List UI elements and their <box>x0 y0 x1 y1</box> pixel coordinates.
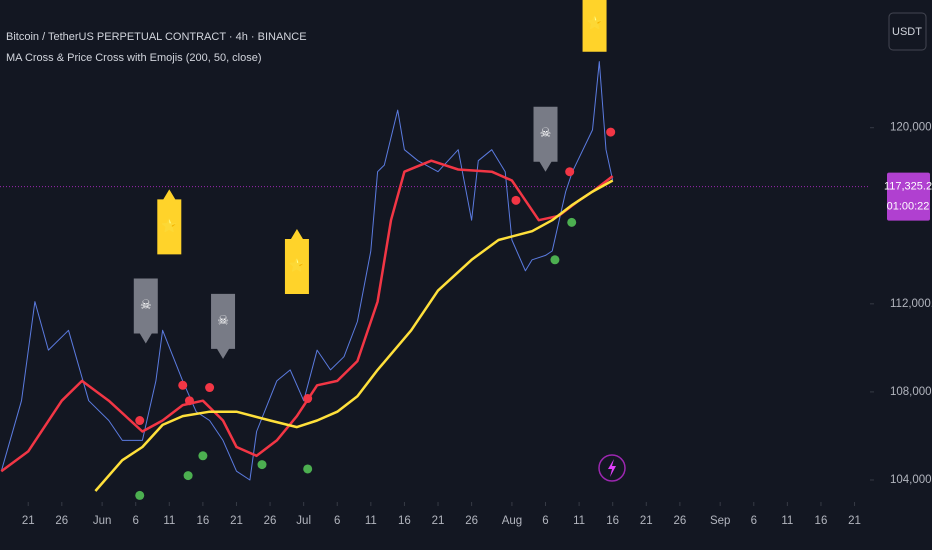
signal-dot <box>257 460 267 470</box>
x-tick-label: 6 <box>542 515 548 527</box>
x-tick-label: 6 <box>133 515 139 527</box>
replay-icon[interactable] <box>598 454 626 482</box>
y-tick-label: 112,000.0 <box>890 298 932 310</box>
signal-flag: ⭐ <box>284 228 309 294</box>
x-tick-label: 26 <box>264 515 277 527</box>
y-tick-label: 108,000.0 <box>890 386 932 398</box>
series-line <box>94 179 614 492</box>
signal-dot <box>550 255 560 265</box>
flag-label: ⭐ <box>289 257 305 272</box>
signal-dot <box>135 416 145 426</box>
x-tick-label: 26 <box>55 515 68 527</box>
signal-dot <box>183 471 193 481</box>
x-tick-label: 11 <box>365 515 377 527</box>
signal-dot <box>567 217 577 227</box>
series-line <box>0 61 614 481</box>
y-tick-label: 104,000.0 <box>890 474 932 486</box>
countdown: 01:00:22 <box>887 201 930 213</box>
signal-dot <box>303 464 313 474</box>
signal-dot <box>198 451 208 461</box>
signal-dot <box>184 396 194 406</box>
x-tick-label: Jun <box>93 515 112 527</box>
flag-shape <box>533 106 558 172</box>
flag-shape <box>582 0 607 52</box>
flag-label: ⭐ <box>586 15 602 30</box>
flag-label: ☠ <box>540 125 552 140</box>
signal-dot <box>565 167 575 177</box>
x-tick-label: Jul <box>296 515 311 527</box>
x-tick-label: 21 <box>22 515 35 527</box>
x-tick-label: 16 <box>196 515 209 527</box>
x-tick-label: 16 <box>606 515 619 527</box>
flag-label: ☠ <box>217 312 229 327</box>
flag-shape <box>157 189 182 255</box>
flag-shape <box>284 228 309 294</box>
currency-label[interactable]: USDT <box>892 26 922 38</box>
x-tick-label: 21 <box>230 515 243 527</box>
x-tick-label: 21 <box>848 515 861 527</box>
last-price-tag <box>887 172 930 221</box>
signal-dot <box>178 380 188 390</box>
signal-flag: ☠ <box>533 106 558 172</box>
currency-button[interactable] <box>888 12 927 51</box>
x-tick-label: 21 <box>432 515 445 527</box>
x-tick-label: 21 <box>640 515 653 527</box>
x-tick-label: Aug <box>502 515 522 527</box>
signal-flag: ⭐ <box>582 0 607 52</box>
x-tick-label: 16 <box>815 515 828 527</box>
signal-dot <box>511 195 521 205</box>
signal-dot <box>606 127 616 137</box>
flag-label: ⭐ <box>161 218 177 233</box>
y-tick-label: 120,000.0 <box>890 122 932 134</box>
symbol-title: Bitcoin / TetherUS PERPETUAL CONTRACT · … <box>6 31 307 43</box>
x-tick-label: 11 <box>573 515 585 527</box>
x-tick-label: 16 <box>398 515 411 527</box>
flag-label: ☠ <box>140 297 152 312</box>
flag-shape <box>133 278 158 344</box>
signal-flag: ☠ <box>211 293 236 359</box>
x-tick-label: 6 <box>751 515 757 527</box>
x-tick-label: Sep <box>710 515 730 527</box>
signal-flag: ⭐ <box>157 189 182 255</box>
x-tick-label: 11 <box>163 515 175 527</box>
signal-dot <box>135 490 145 500</box>
signal-dot <box>205 383 215 393</box>
series-line <box>0 159 614 473</box>
plot-area: ⭐ ⭐ ⭐ ☠ ☠ ☠ <box>0 0 870 500</box>
flag-shape <box>211 293 236 359</box>
signal-flag: ☠ <box>133 278 158 344</box>
last-price-label: 117,325.2 <box>884 181 932 193</box>
x-tick-label: 11 <box>781 515 793 527</box>
x-tick-label: 26 <box>673 515 686 527</box>
signal-dot <box>303 394 313 404</box>
x-tick-label: 6 <box>334 515 340 527</box>
indicator-title: MA Cross & Price Cross with Emojis (200,… <box>6 52 262 64</box>
x-tick-label: 26 <box>465 515 478 527</box>
